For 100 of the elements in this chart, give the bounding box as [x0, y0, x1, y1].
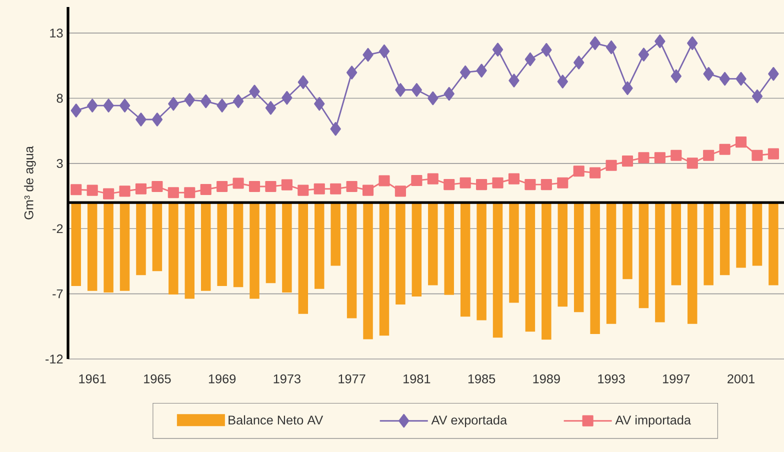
point	[281, 179, 292, 190]
point	[232, 94, 244, 108]
x-tick-label: 1989	[533, 374, 560, 384]
point	[606, 40, 617, 54]
x-tick-label: 1973	[274, 374, 300, 384]
point	[232, 178, 244, 189]
point	[752, 89, 763, 104]
point	[298, 184, 309, 196]
point	[394, 186, 406, 197]
point	[557, 177, 568, 188]
point	[200, 184, 212, 196]
point	[654, 152, 666, 164]
point	[622, 156, 634, 167]
legend-label: Balance Neto AV	[228, 415, 324, 425]
legend-label: AV importada	[615, 415, 691, 428]
x-tick-label: 1993	[598, 374, 625, 384]
point	[524, 52, 536, 66]
point	[654, 34, 666, 48]
point	[184, 187, 196, 198]
point	[168, 187, 179, 198]
point	[265, 101, 276, 115]
point	[103, 98, 114, 112]
x-tick-label: 2001	[728, 374, 754, 384]
y-tick-label: 8	[56, 94, 63, 103]
y-tick-label: -12	[46, 354, 63, 364]
x-tick-label: 1965	[144, 374, 171, 384]
point	[524, 179, 536, 190]
point	[216, 98, 228, 112]
point	[70, 104, 82, 118]
point	[152, 180, 163, 192]
point	[136, 112, 146, 126]
point	[200, 94, 212, 108]
point	[298, 75, 308, 90]
point	[119, 98, 130, 112]
point	[411, 83, 422, 97]
point	[70, 184, 82, 196]
x-tick-label: 1985	[468, 374, 496, 384]
point	[752, 150, 763, 161]
y-tick-label: 3	[56, 158, 63, 168]
point	[492, 42, 504, 56]
point	[330, 183, 342, 194]
point	[152, 112, 163, 126]
point	[476, 179, 488, 190]
point	[768, 67, 779, 81]
point	[282, 90, 292, 105]
point	[346, 180, 358, 192]
point	[460, 65, 471, 80]
point	[719, 144, 730, 155]
point	[703, 67, 714, 81]
y-tick-label: -2	[52, 224, 63, 234]
x-tick-label: 1981	[404, 374, 430, 384]
point	[638, 152, 650, 164]
point	[428, 91, 438, 106]
point	[735, 136, 747, 148]
point	[103, 188, 114, 200]
point	[444, 179, 455, 190]
x-tick-label: 1969	[208, 374, 236, 384]
point	[541, 43, 552, 57]
point	[590, 167, 601, 178]
point	[687, 36, 698, 50]
point	[622, 81, 633, 96]
point	[638, 48, 650, 62]
point	[314, 96, 325, 111]
y-tick-label: 13	[50, 28, 63, 38]
point	[719, 72, 730, 86]
point	[216, 180, 228, 192]
point	[330, 122, 341, 136]
point	[314, 183, 325, 194]
point	[492, 177, 504, 188]
point	[606, 160, 617, 171]
x-tick-label: 1961	[79, 374, 106, 384]
point	[686, 158, 698, 169]
point	[573, 166, 584, 177]
point	[411, 174, 422, 186]
point	[362, 184, 374, 196]
point	[427, 173, 438, 184]
point	[557, 74, 568, 88]
point	[378, 44, 390, 58]
point	[249, 84, 260, 98]
y-axis-title: Gm³ de agua	[24, 146, 36, 220]
y-tick-label: -7	[52, 289, 63, 298]
point	[460, 177, 471, 188]
point	[540, 179, 552, 190]
point	[378, 175, 390, 186]
point	[168, 96, 179, 111]
point	[703, 150, 714, 161]
x-tick-label: 1997	[663, 374, 690, 384]
point	[444, 86, 454, 101]
point	[395, 83, 406, 97]
point	[476, 64, 487, 78]
point	[508, 173, 520, 184]
point	[670, 69, 682, 84]
x-tick-label: 1977	[338, 374, 366, 384]
point	[86, 184, 98, 196]
point	[248, 180, 260, 192]
point	[265, 180, 276, 192]
point	[736, 72, 746, 86]
point	[574, 56, 584, 70]
point	[670, 150, 682, 161]
point	[135, 183, 147, 194]
